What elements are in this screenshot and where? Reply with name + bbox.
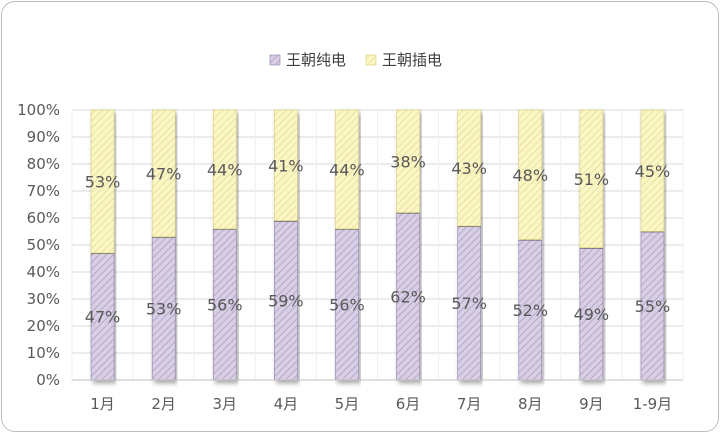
data-label: 45%: [635, 162, 671, 181]
data-labels: 47% 53% 53% 47% 56% 44% 59% 41% 56% 44% 62% 38% 57% 4…: [85, 152, 670, 326]
data-label: 53%: [146, 299, 182, 318]
x-tick-label: 1月: [90, 395, 115, 413]
data-label: 49%: [574, 305, 610, 324]
data-label: 51%: [574, 170, 610, 189]
data-label: 56%: [207, 295, 243, 314]
x-tick-label: 7月: [457, 395, 482, 413]
bar-segment: [274, 109, 298, 221]
bar-stack: [274, 109, 298, 381]
y-tick-label: 80%: [27, 155, 60, 173]
y-tick-label: 40%: [27, 263, 60, 281]
data-label: 59%: [268, 291, 304, 310]
data-label: 48%: [512, 166, 548, 185]
bar-stack: [579, 109, 604, 381]
data-label: 52%: [512, 301, 548, 320]
y-tick-label: 20%: [27, 317, 60, 335]
y-tick-label: 90%: [27, 128, 60, 146]
bar-stack: [151, 109, 176, 381]
data-label: 57%: [451, 294, 487, 313]
bar-stack: [640, 109, 665, 381]
bar-segment: [579, 109, 604, 248]
data-label: 41%: [268, 156, 304, 175]
bar-segment: [396, 109, 420, 213]
bar-stack: [212, 109, 237, 381]
bar-segment: [457, 109, 481, 227]
data-label: 44%: [207, 160, 243, 179]
data-label: 44%: [329, 160, 365, 179]
x-tick-label: 3月: [212, 395, 237, 413]
bar-segment: [212, 109, 237, 230]
legend-label: 王朝纯电: [286, 51, 346, 69]
bar-stack: [90, 109, 115, 381]
y-tick-label: 10%: [27, 344, 60, 362]
x-tick-label: 4月: [274, 395, 299, 413]
x-tick-label: 2月: [151, 395, 176, 413]
x-tick-label: 6月: [396, 395, 421, 413]
x-tick-label: 9月: [579, 395, 604, 413]
data-label: 62%: [390, 287, 426, 306]
bar-segment: [151, 109, 176, 238]
bar-stack: [396, 109, 420, 381]
legend: 王朝纯电 王朝插电: [269, 51, 442, 69]
bar-stack: [518, 109, 543, 381]
data-label: 55%: [635, 297, 671, 316]
legend-swatch: [269, 54, 281, 66]
bar-stack: [335, 109, 359, 381]
data-label: 53%: [85, 173, 121, 192]
legend-swatch: [365, 54, 377, 66]
x-axis: 1月 2月 3月 4月 5月 6月 7月 8月 9月 1-9月: [72, 379, 683, 413]
data-label: 47%: [146, 164, 182, 183]
bars: [90, 109, 665, 381]
y-tick-label: 70%: [27, 182, 60, 200]
bar-stack: [457, 109, 481, 381]
data-label: 38%: [390, 152, 426, 171]
bar-segment: [640, 109, 665, 232]
data-label: 43%: [451, 159, 487, 178]
bar-segment: [335, 109, 359, 230]
data-label: 56%: [329, 295, 365, 314]
x-tick-label: 5月: [335, 395, 360, 413]
y-tick-label: 30%: [27, 290, 60, 308]
x-tick-label: 1-9月: [633, 395, 673, 413]
legend-label: 王朝插电: [382, 51, 442, 69]
bar-segment: [518, 109, 543, 240]
y-tick-label: 0%: [36, 371, 60, 389]
bar-segment: [90, 109, 115, 254]
x-tick-label: 8月: [518, 395, 543, 413]
y-tick-label: 50%: [27, 236, 60, 254]
y-axis: 0% 10% 20% 30% 40% 50% 60% 70% 80% 90% 100%: [17, 101, 60, 389]
y-tick-label: 100%: [17, 101, 60, 119]
data-label: 47%: [85, 308, 121, 327]
y-tick-label: 60%: [27, 209, 60, 227]
